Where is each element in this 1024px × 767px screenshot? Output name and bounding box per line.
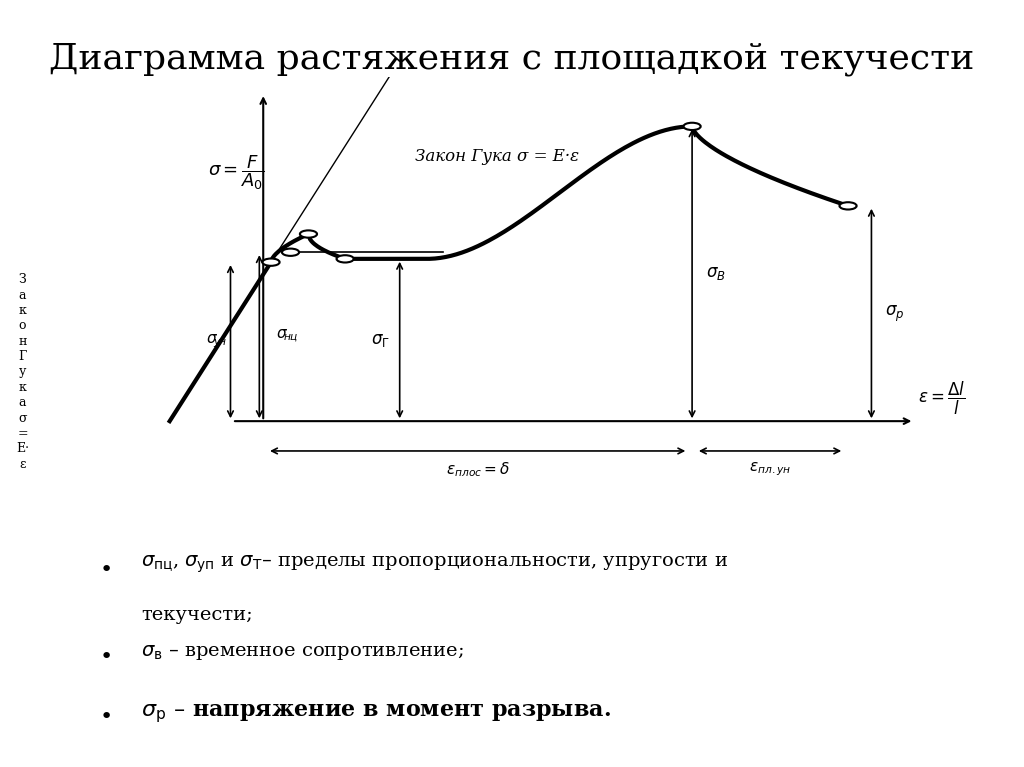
Text: к: к xyxy=(18,381,27,393)
Text: Закон Гука σ = E·ε: Закон Гука σ = E·ε xyxy=(416,148,580,165)
Text: текучести;: текучести; xyxy=(141,606,253,624)
Text: ε: ε xyxy=(19,458,26,470)
Text: •: • xyxy=(99,560,113,580)
Text: Г: Г xyxy=(18,351,27,363)
Text: Диаграмма растяжения с площадкой текучести: Диаграмма растяжения с площадкой текучес… xyxy=(49,42,975,76)
Text: $\sigma_{\sf пц}$, $\sigma_{\sf уп}$ и $\sigma_{\sf Т}$– пределы пропорционально: $\sigma_{\sf пц}$, $\sigma_{\sf уп}$ и $… xyxy=(141,553,728,574)
Text: Е·: Е· xyxy=(16,443,29,455)
Text: $\sigma = \dfrac{F}{A_0}$: $\sigma = \dfrac{F}{A_0}$ xyxy=(208,153,264,192)
Text: $\sigma_{\Gamma}$: $\sigma_{\Gamma}$ xyxy=(371,331,390,348)
Text: о: о xyxy=(18,320,27,332)
Circle shape xyxy=(337,255,353,262)
Text: у: у xyxy=(18,366,27,378)
Text: $\varepsilon = \dfrac{\Delta l}{l}$: $\varepsilon = \dfrac{\Delta l}{l}$ xyxy=(919,380,966,416)
Text: •: • xyxy=(99,647,113,667)
Text: $\varepsilon_{пл.ун}$: $\varepsilon_{пл.ун}$ xyxy=(749,460,792,478)
Circle shape xyxy=(282,249,299,256)
Text: $\sigma_{\!y\!н}$: $\sigma_{\!y\!н}$ xyxy=(206,333,227,351)
Text: а: а xyxy=(18,289,27,301)
Text: а: а xyxy=(18,397,27,409)
Text: З: З xyxy=(18,274,27,286)
Text: =: = xyxy=(17,427,28,439)
Text: •: • xyxy=(99,707,113,727)
Text: $\sigma_{\sf в}$ – временное сопротивление;: $\sigma_{\sf в}$ – временное сопротивлен… xyxy=(141,643,464,662)
Text: $\sigma_{\sf р}$ – напряжение в момент разрыва.: $\sigma_{\sf р}$ – напряжение в момент р… xyxy=(141,703,610,726)
Text: н: н xyxy=(18,335,27,347)
Circle shape xyxy=(683,123,700,130)
Text: к: к xyxy=(18,304,27,317)
Circle shape xyxy=(262,258,280,266)
Text: $\varepsilon_{плос} = \delta$: $\varepsilon_{плос} = \delta$ xyxy=(445,460,510,479)
Circle shape xyxy=(840,202,857,209)
Text: $\sigma_{\!н\!ц}$: $\sigma_{\!н\!ц}$ xyxy=(276,328,298,345)
Text: $\sigma_B$: $\sigma_B$ xyxy=(707,265,726,282)
Circle shape xyxy=(300,230,317,238)
Text: $\sigma_p$: $\sigma_p$ xyxy=(886,304,905,324)
Text: σ: σ xyxy=(18,412,27,424)
